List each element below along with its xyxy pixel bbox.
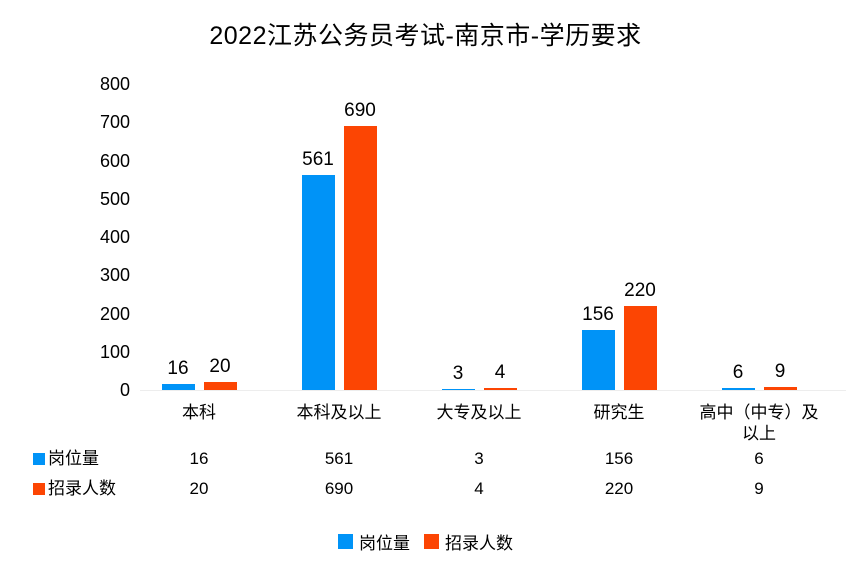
table-row-label: 岗位量 — [33, 447, 99, 471]
table-cell: 20 — [189, 479, 209, 498]
x-axis-category-label: 大专及以上 — [436, 403, 522, 422]
bar-value-label: 16 — [167, 357, 189, 379]
legend-item-招录人数[interactable]: 招录人数 — [424, 529, 513, 554]
bar-value-label: 690 — [344, 100, 376, 122]
table-cell: 6 — [754, 449, 764, 468]
x-axis-line — [140, 390, 846, 391]
bar-value-label: 561 — [302, 149, 334, 171]
bar-value-label: 6 — [732, 361, 744, 383]
y-axis-tick-label: 0 — [119, 380, 130, 400]
table-cell: 156 — [604, 449, 634, 468]
bar-value-label: 9 — [774, 360, 786, 382]
legend-label: 岗位量 — [359, 534, 410, 553]
series-marker — [33, 453, 45, 465]
y-axis-tick-label: 800 — [99, 74, 130, 94]
table-row-label: 招录人数 — [33, 477, 116, 501]
y-axis-tick-label: 400 — [99, 227, 130, 247]
table-cell: 16 — [189, 449, 209, 468]
bar-岗位量-3 — [441, 388, 475, 390]
bar-岗位量-5 — [721, 387, 755, 390]
bar-value-label: 3 — [452, 362, 464, 384]
table-row: 岗位量 16 561 3 156 6 — [0, 447, 851, 471]
chart-title: 2022江苏公务员考试-南京市-学历要求 — [209, 22, 642, 50]
bar-value-label: 156 — [582, 304, 614, 326]
bar-岗位量-2 — [301, 175, 335, 390]
x-axis-category-label: 研究生 — [593, 403, 645, 422]
bar-岗位量-1 — [161, 383, 195, 390]
bar-招录人数-4 — [623, 305, 657, 390]
bar-岗位量-4 — [581, 330, 615, 390]
bar-value-label: 20 — [209, 356, 231, 378]
legend-label: 招录人数 — [445, 534, 513, 553]
bar-招录人数-5 — [763, 386, 797, 390]
x-axis-category-label: 高中（中专）及以上 — [699, 403, 819, 443]
x-axis-category-label: 本科及以上 — [296, 403, 382, 422]
bar-value-label: 4 — [494, 362, 506, 384]
table-cell: 561 — [324, 449, 354, 468]
series-name: 岗位量 — [48, 449, 99, 468]
legend: 岗位量 招录人数 — [0, 529, 851, 554]
bar-招录人数-3 — [483, 388, 517, 390]
legend-swatch — [424, 534, 439, 549]
y-axis-tick-label: 300 — [99, 265, 130, 286]
y-axis-tick-label: 200 — [99, 303, 130, 324]
y-axis-tick-label: 500 — [99, 188, 130, 209]
x-axis-category-label: 本科 — [182, 403, 216, 422]
table-cell: 9 — [754, 479, 764, 498]
legend-item-岗位量[interactable]: 岗位量 — [338, 529, 410, 554]
bar-value-label: 220 — [624, 279, 656, 301]
bar-招录人数-1 — [203, 382, 237, 390]
bar-招录人数-2 — [343, 126, 377, 390]
series-marker — [33, 483, 45, 495]
legend-swatch — [338, 534, 353, 549]
table-cell: 4 — [474, 479, 484, 498]
y-axis-tick-label: 100 — [99, 341, 130, 362]
table-cell: 220 — [604, 479, 634, 498]
table-cell: 3 — [474, 449, 484, 468]
table-row: 招录人数 20 690 4 220 9 — [0, 477, 851, 501]
y-axis-tick-label: 600 — [99, 150, 130, 171]
series-name: 招录人数 — [48, 479, 116, 498]
table-cell: 690 — [324, 479, 354, 498]
y-axis-tick-label: 700 — [99, 112, 130, 133]
